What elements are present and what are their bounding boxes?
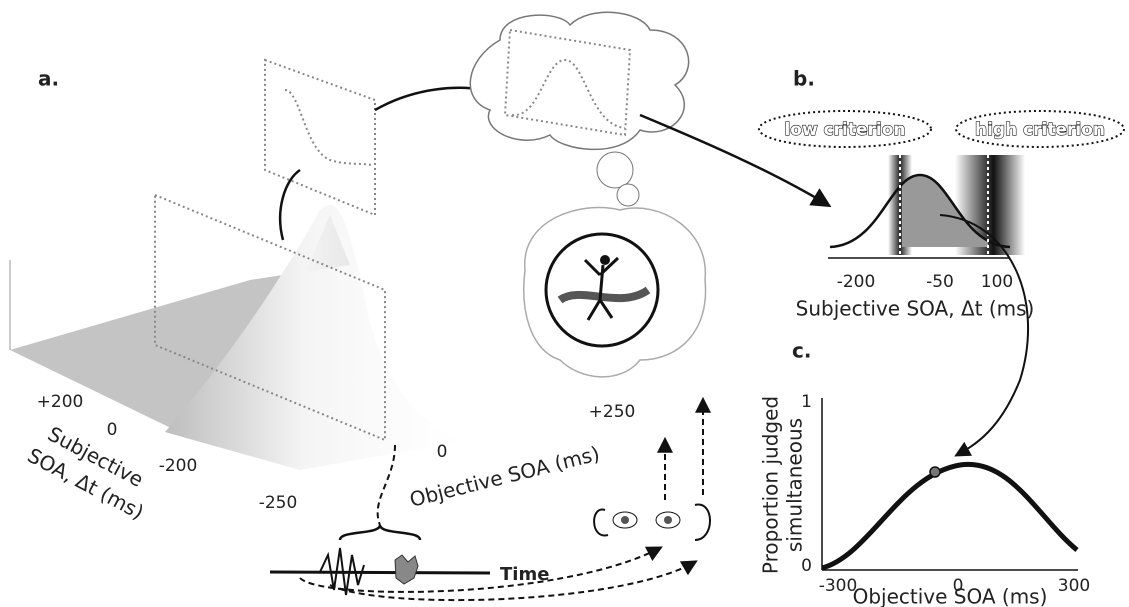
slice-curve (285, 90, 372, 165)
flash (395, 555, 418, 584)
axis-title: Objective SOA (ms) (853, 585, 1048, 607)
tick-label: 0 (437, 442, 448, 462)
axis-title: Subjective SOA, Δt (ms) (796, 297, 1035, 321)
tick-label: -300 (819, 576, 858, 596)
tick-label: +250 (589, 402, 636, 422)
axis-title: simultaneous (783, 418, 807, 552)
criterion-label: high criterion (975, 120, 1105, 140)
thought-cloud (470, 12, 688, 206)
tick-label: 100 (981, 272, 1013, 292)
axis-title: Proportion judged (759, 396, 783, 574)
tick-label: -200 (837, 272, 876, 292)
connector (280, 170, 300, 240)
tick-label: 0 (801, 556, 812, 576)
point (930, 467, 940, 477)
senses (594, 505, 710, 540)
dashed-connector (378, 445, 395, 525)
pupil (621, 516, 629, 524)
ear (695, 505, 710, 540)
tick-label: +200 (37, 392, 84, 412)
tick-label: 0 (107, 420, 118, 440)
pupil (664, 516, 672, 524)
slice-frame-small (265, 60, 375, 215)
panel-label: c. (792, 339, 811, 363)
criterion-label: low criterion (784, 120, 905, 140)
time-line (270, 572, 490, 573)
bubble (597, 152, 633, 188)
panel-label: b. (793, 67, 815, 91)
ear (594, 510, 608, 536)
head (600, 255, 610, 265)
bubble (617, 184, 639, 206)
tick-label: 300 (1058, 576, 1090, 596)
panel-label: a. (38, 67, 59, 91)
cloud (470, 12, 688, 149)
brain (524, 208, 706, 377)
figure: a. +200 0 -200 Subjective SOA, Δt (ms) +… (0, 0, 1129, 607)
tick-label: -200 (159, 456, 198, 476)
tick-label: -250 (259, 493, 298, 513)
psychometric-curve (822, 464, 1077, 568)
brace (340, 525, 420, 540)
tick-label: -50 (926, 272, 954, 292)
tick-label: 1 (801, 392, 812, 412)
time-label: Time (500, 564, 549, 585)
